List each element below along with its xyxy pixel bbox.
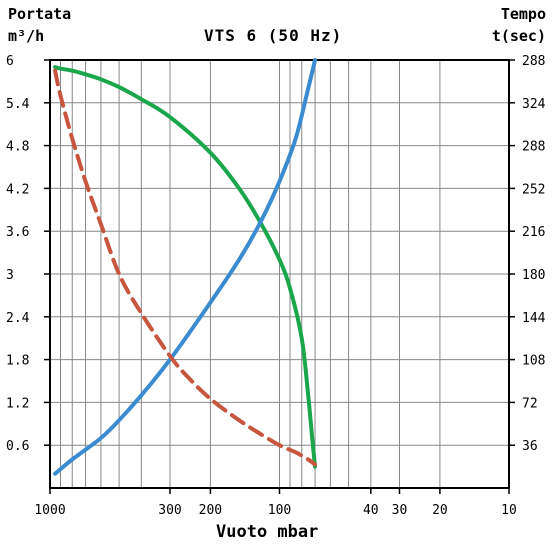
right-tick-label: 72	[522, 396, 538, 411]
x-tick-label: 20	[432, 503, 448, 518]
left-tick-label: 6	[6, 54, 14, 69]
series-line-portata	[53, 65, 317, 469]
chart-title: VTS 6 (50 Hz)	[204, 26, 343, 45]
left-tick-label: 0.6	[6, 439, 29, 454]
right-tick-label: 216	[522, 225, 545, 240]
x-tick-label: 1000	[34, 503, 65, 518]
left-tick-label: 1.8	[6, 354, 29, 369]
right-tick-label: 324	[522, 97, 546, 112]
right-tick-label: 252	[522, 182, 545, 197]
right-axis-unit: t(sec)	[491, 27, 546, 45]
series-line-tempo_lower	[53, 68, 317, 467]
right-tick-label: 108	[522, 354, 545, 369]
series-line-tempo_upper	[53, 58, 317, 476]
chart-ticks: 0.6 36 1.2 72 1.8 108 2.4 144 3 180 3.6 216 4.2 252 4.…	[6, 54, 546, 518]
left-axis-unit: m³/h	[8, 27, 45, 45]
x-axis-title: Vuoto mbar	[216, 522, 319, 542]
x-tick-label: 200	[199, 503, 222, 518]
left-tick-label: 4.2	[6, 182, 29, 197]
chart-series	[53, 58, 317, 476]
left-tick-label: 3.6	[6, 225, 29, 240]
right-tick-label: 288	[522, 140, 545, 155]
right-axis-title: Tempo	[500, 5, 546, 23]
left-tick-label: 5.4	[6, 97, 30, 112]
left-tick-label: 3	[6, 268, 14, 283]
right-tick-label: 144	[522, 311, 546, 326]
left-tick-label: 2.4	[6, 311, 30, 326]
left-tick-label: 1.2	[6, 396, 29, 411]
x-tick-label: 100	[268, 503, 291, 518]
x-tick-label: 40	[363, 503, 379, 518]
left-tick-label: 4.8	[6, 140, 29, 155]
right-tick-label: 288	[522, 54, 545, 69]
x-tick-label: 10	[501, 503, 517, 518]
right-tick-label: 180	[522, 268, 545, 283]
x-tick-label: 30	[392, 503, 408, 518]
right-tick-label: 36	[522, 439, 538, 454]
left-axis-title: Portata	[8, 5, 72, 23]
x-tick-label: 300	[158, 503, 181, 518]
